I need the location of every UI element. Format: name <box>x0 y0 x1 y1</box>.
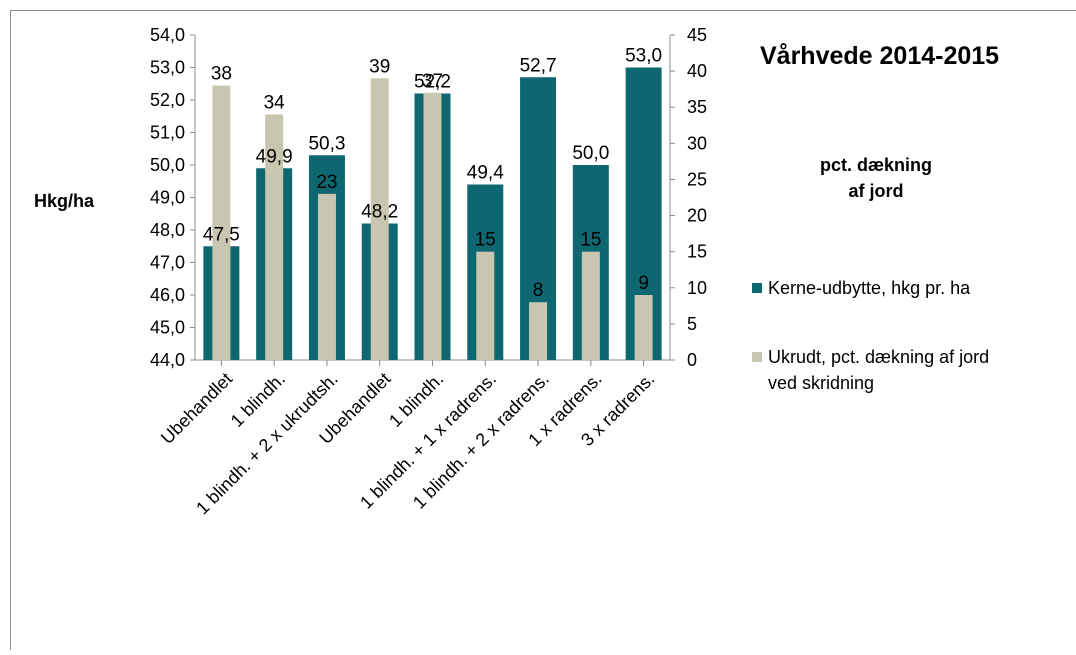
data-label-kerne-udbytte: 49,9 <box>256 146 293 167</box>
y2-axis-label: pct. dækning af jord <box>820 155 932 201</box>
data-label-ukrudt: 8 <box>533 280 544 301</box>
y2-tick-label: 35 <box>687 97 707 117</box>
y-tick-label: 45,0 <box>150 318 185 338</box>
y-tick-label: 54,0 <box>150 25 185 45</box>
data-label-kerne-udbytte: 53,0 <box>625 46 662 67</box>
data-label-ukrudt: 15 <box>580 230 601 251</box>
y-tick-label: 52,0 <box>150 90 185 110</box>
y2-tick-label: 40 <box>687 61 707 81</box>
legend-label-ukrudt: Ukrudt, pct. dækning af jord ved skridnin… <box>768 347 989 393</box>
y2-tick-label: 45 <box>687 25 707 45</box>
y2-axis-label-line: pct. dækning <box>820 155 932 175</box>
y-tick-label: 48,0 <box>150 220 185 240</box>
data-label-kerne-udbytte: 50,0 <box>572 143 609 164</box>
legend-label-ukrudt-line: ved skridning <box>768 373 874 393</box>
data-label-kerne-udbytte: 52,7 <box>520 55 557 76</box>
data-label-ukrudt: 9 <box>638 273 649 294</box>
bar-ukrudt <box>635 295 653 360</box>
bar-ukrudt <box>476 252 494 360</box>
data-label-ukrudt: 15 <box>475 230 496 251</box>
data-label-ukrudt: 37 <box>422 71 443 92</box>
data-label-kerne-udbytte: 49,4 <box>467 163 504 184</box>
bar-ukrudt <box>582 252 600 360</box>
y-axis-label: Hkg/ha <box>34 191 95 211</box>
y2-tick-label: 25 <box>687 169 707 189</box>
x-tick-label: Ubehandlet <box>157 369 236 448</box>
y-tick-label: 49,0 <box>150 188 185 208</box>
y2-tick-label: 30 <box>687 133 707 153</box>
y2-tick-label: 15 <box>687 242 707 262</box>
data-label-kerne-udbytte: 47,5 <box>203 224 240 245</box>
y2-tick-label: 20 <box>687 206 707 226</box>
data-label-kerne-udbytte: 48,2 <box>361 202 398 223</box>
data-label-ukrudt: 38 <box>211 64 232 85</box>
bar-ukrudt <box>212 86 230 360</box>
bar-ukrudt <box>529 302 547 360</box>
legend-label-ukrudt-line: Ukrudt, pct. dækning af jord <box>768 347 989 367</box>
legend-label-kerne-udbytte: Kerne-udbytte, hkg pr. ha <box>768 278 971 298</box>
bar-ukrudt <box>424 93 442 360</box>
bar-ukrudt <box>318 194 336 360</box>
y2-tick-label: 0 <box>687 350 697 370</box>
y-tick-label: 53,0 <box>150 58 185 78</box>
y2-axis-label-line: af jord <box>848 181 903 201</box>
y-tick-label: 47,0 <box>150 253 185 273</box>
data-label-kerne-udbytte: 50,3 <box>308 133 345 154</box>
data-label-ukrudt: 39 <box>369 56 390 77</box>
y-tick-label: 50,0 <box>150 155 185 175</box>
data-label-ukrudt: 34 <box>264 92 286 113</box>
data-label-ukrudt: 23 <box>316 172 337 193</box>
legend-swatch-kerne-udbytte <box>752 283 762 293</box>
chart-title: Vårhvede 2014-2015 <box>760 42 999 70</box>
y-tick-label: 44,0 <box>150 350 185 370</box>
y2-tick-label: 5 <box>687 314 697 334</box>
y2-tick-label: 10 <box>687 278 707 298</box>
y-tick-label: 51,0 <box>150 123 185 143</box>
legend-swatch-ukrudt <box>752 352 762 362</box>
y-tick-label: 46,0 <box>150 285 185 305</box>
